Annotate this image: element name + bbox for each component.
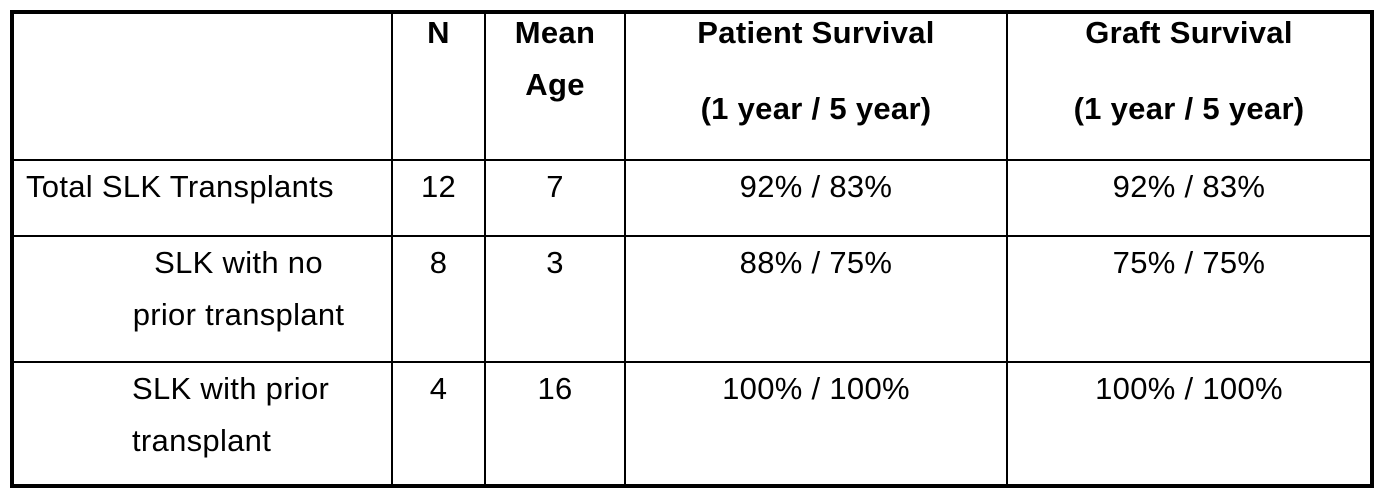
header-cell-patient-survival: Patient Survival (1 year / 5 year) [624, 11, 1008, 161]
cell-no-prior-n: 8 [391, 235, 486, 363]
row-label-line: SLK with prior [132, 371, 330, 406]
table-row-slk-prior: SLK with prior transplant 4 16 100% / 10… [11, 361, 1373, 487]
header-graft-survival-title: Graft Survival [1085, 15, 1293, 50]
cell-no-prior-mean-age: 3 [484, 235, 626, 363]
row-label-total-slk: Total SLK Transplants [11, 159, 393, 237]
outcomes-table: N Mean Age Patient Survival (1 year / 5 … [10, 10, 1374, 488]
row-label-line: transplant [132, 423, 272, 458]
cell-total-patient-survival: 92% / 83% [624, 159, 1008, 237]
header-cell-n: N [391, 11, 486, 161]
header-cell-mean-age: Mean Age [484, 11, 626, 161]
cell-total-graft-survival: 92% / 83% [1006, 159, 1373, 237]
header-cell-empty [11, 11, 393, 161]
header-cell-graft-survival: Graft Survival (1 year / 5 year) [1006, 11, 1373, 161]
cell-prior-patient-survival: 100% / 100% [624, 361, 1008, 487]
row-label-slk-no-prior: SLK with no prior transplant [11, 235, 393, 363]
header-patient-survival-title: Patient Survival [697, 15, 935, 50]
header-patient-survival-subtitle: (1 year / 5 year) [700, 91, 932, 126]
header-mean-age-line2: Age [525, 67, 585, 102]
cell-prior-graft-survival: 100% / 100% [1006, 361, 1373, 487]
row-label-slk-prior: SLK with prior transplant [11, 361, 393, 487]
cell-total-mean-age: 7 [484, 159, 626, 237]
header-mean-age-line1: Mean [514, 15, 596, 50]
table-row-total-slk: Total SLK Transplants 12 7 92% / 83% 92%… [11, 159, 1373, 237]
cell-no-prior-graft-survival: 75% / 75% [1006, 235, 1373, 363]
cell-total-n: 12 [391, 159, 486, 237]
header-row: N Mean Age Patient Survival (1 year / 5 … [11, 11, 1373, 161]
header-graft-survival-subtitle: (1 year / 5 year) [1073, 91, 1305, 126]
row-label-line: SLK with no [154, 245, 323, 280]
cell-no-prior-patient-survival: 88% / 75% [624, 235, 1008, 363]
table-row-slk-no-prior: SLK with no prior transplant 8 3 88% / 7… [11, 235, 1373, 363]
row-label-line: prior transplant [132, 297, 345, 332]
header-n-label: N [427, 15, 450, 50]
cell-prior-mean-age: 16 [484, 361, 626, 487]
row-label-line: Total SLK Transplants [26, 169, 334, 204]
cell-prior-n: 4 [391, 361, 486, 487]
